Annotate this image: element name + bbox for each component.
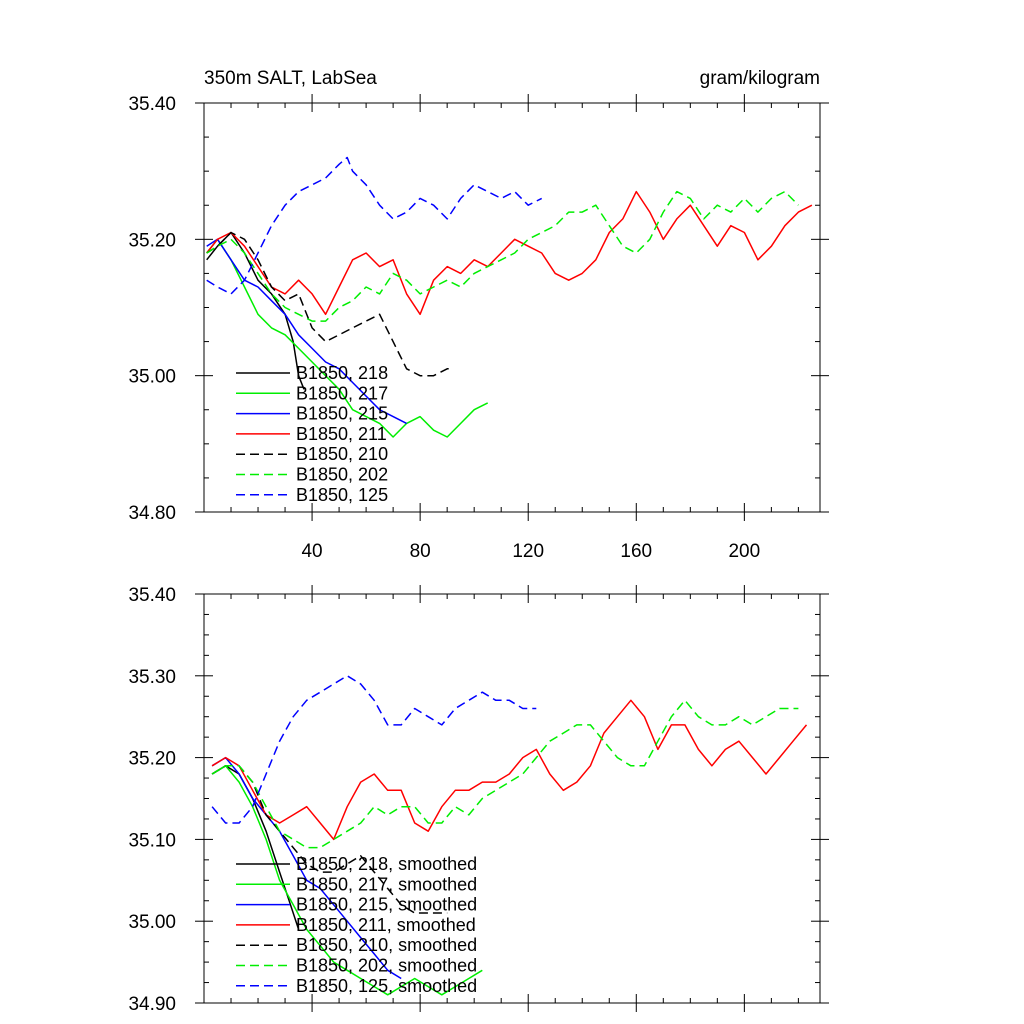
series-line-0-4 [206,231,453,377]
legend-label: B1850, 218 [296,363,388,383]
legend-label: B1850, 125, smoothed [296,976,477,996]
series-line-0-5 [206,190,799,322]
series-group [206,156,813,438]
y-tick-label: 35.20 [128,749,176,770]
y-tick-label: 35.30 [128,667,176,688]
series-line-1-6 [211,675,537,824]
x-tick-label: 80 [410,541,431,562]
legend-label: B1850, 202 [296,465,388,485]
series-line-1-1 [211,765,483,996]
series-line-0-3 [206,190,813,316]
y-tick-label: 35.00 [128,912,176,933]
y-tick-label: 34.80 [128,503,176,524]
legend-label: B1850, 210 [296,444,388,464]
panel-bottom: 34.90 35.00 35.10 35.20 35.30 35.40 B1850, 218… [128,585,829,1015]
legend-label: B1850, 217 [296,383,388,403]
series-line-0-2 [206,238,407,425]
figure-title-right: gram/kilogram [700,68,820,89]
x-tick-label: 160 [620,541,652,562]
y-tick-label: 35.00 [128,367,176,388]
y-tick-label: 35.10 [128,830,176,851]
legend-label: B1850, 202, smoothed [296,956,477,976]
legend-label: B1850, 215 [296,404,388,424]
series-line-1-0 [211,765,300,930]
y-tick-label: 34.90 [128,994,176,1015]
series-line-0-0 [206,231,305,390]
x-tick-label: 200 [728,541,760,562]
series-group [211,675,808,996]
series-line-1-3 [211,699,808,841]
x-tick-label: 40 [301,541,322,562]
figure-title-left: 350m SALT, LabSea [204,68,377,89]
y-tick-label: 35.40 [128,94,176,115]
legend-label: B1850, 217, smoothed [296,874,477,894]
series-line-0-6 [206,156,543,295]
series-line-1-5 [211,699,799,849]
legend-label: B1850, 125 [296,485,388,505]
legend-label: B1850, 211 [296,424,387,444]
y-tick-label: 35.40 [128,585,176,606]
legend-label: B1850, 215, smoothed [296,895,477,915]
x-tick-label: 120 [512,541,544,562]
series-line-1-2 [211,756,402,980]
panel-top: 40 80 120 160 200 34.80 35.00 35.20 35.40 B1850, … [128,94,829,562]
series-line-0-1 [206,238,489,438]
legend-label: B1850, 210, smoothed [296,935,477,955]
y-tick-label: 35.20 [128,230,176,251]
legend-label: B1850, 211, smoothed [296,915,476,935]
legend-label: B1850, 218, smoothed [296,854,477,874]
